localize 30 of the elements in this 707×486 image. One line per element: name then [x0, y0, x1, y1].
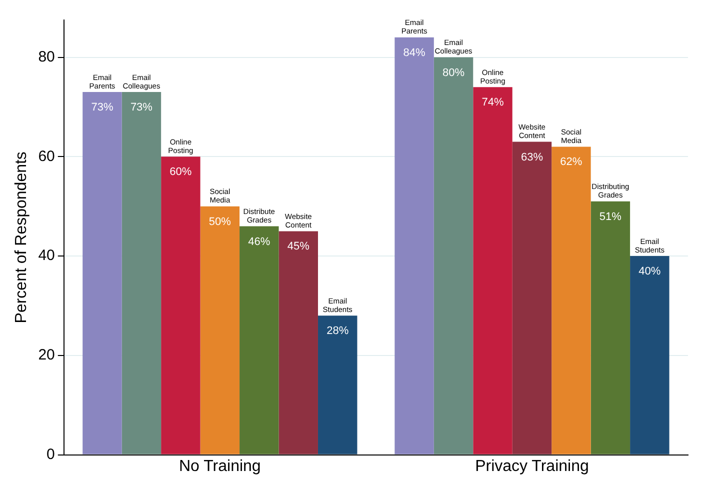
x-tick-label: No Training [179, 458, 261, 475]
y-tick-label: 20 [38, 346, 55, 364]
data-label: 62% [560, 156, 582, 168]
y-tick-label: 80 [38, 48, 55, 66]
data-label: 50% [208, 216, 232, 228]
bar [82, 92, 122, 454]
data-label: 73% [130, 102, 153, 114]
data-label: 46% [248, 236, 270, 248]
bar [434, 57, 474, 454]
data-label: 73% [91, 102, 114, 114]
y-tick-label: 40 [38, 247, 55, 264]
data-label: 45% [287, 240, 310, 253]
bar [122, 92, 162, 454]
y-tick-label: 60 [38, 148, 55, 165]
bar [318, 316, 358, 454]
data-label: 28% [326, 325, 349, 338]
bar [161, 156, 200, 454]
bar [394, 37, 434, 454]
y-tick-label: 0 [46, 446, 55, 463]
y-axis-title: Percent of Respondents [13, 152, 30, 324]
data-label: 63% [520, 151, 544, 164]
bar [473, 87, 512, 454]
data-label: 84% [403, 46, 426, 59]
data-label: 60% [170, 166, 192, 178]
data-label: 40% [638, 266, 661, 278]
data-label: 74% [482, 96, 504, 109]
bar [630, 256, 670, 454]
data-label: 51% [599, 210, 622, 223]
data-label: 80% [442, 66, 465, 79]
x-tick-label: Privacy Training [475, 458, 589, 475]
